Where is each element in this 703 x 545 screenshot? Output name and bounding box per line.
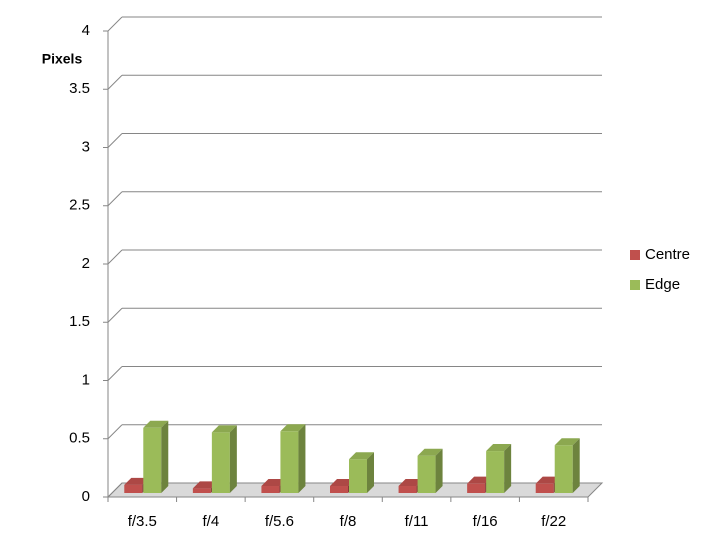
bar-front <box>280 431 299 493</box>
y-axis-label: Pixels <box>42 51 83 67</box>
bar-top <box>467 476 493 484</box>
bar-front <box>398 486 417 493</box>
legend-swatch <box>630 280 640 290</box>
bar-front <box>467 483 486 493</box>
bar-top <box>398 479 424 487</box>
bar-front <box>330 486 348 493</box>
bar-top <box>330 479 355 487</box>
y-tick-label: 4 <box>82 22 90 39</box>
y-tick-label: 1 <box>82 371 90 388</box>
bar-top <box>192 481 218 489</box>
bar-front <box>124 484 143 493</box>
y-tick-label: 2 <box>82 255 90 272</box>
bar-side <box>572 438 580 493</box>
grid-line-side <box>107 307 123 323</box>
x-tick-label: f/5.6 <box>265 513 294 530</box>
grid-line-side <box>107 249 123 265</box>
legend-label: Centre <box>645 246 690 263</box>
bar-top <box>280 424 306 432</box>
grid-line-side <box>107 482 123 498</box>
bar-side <box>435 448 443 493</box>
grid-line-side <box>107 16 123 32</box>
y-tick-label: 0 <box>82 488 90 505</box>
bar-top <box>417 448 443 456</box>
grid-line-side <box>107 74 123 90</box>
y-tick-label: 1.5 <box>69 313 90 330</box>
y-tick-label: 2.5 <box>69 197 90 214</box>
x-tick-label: f/11 <box>405 513 429 530</box>
bar <box>554 438 580 493</box>
x-tick-label: f/16 <box>473 513 498 530</box>
bar-side <box>504 444 512 493</box>
y-tick-label: 0.5 <box>69 430 90 447</box>
grid-line-side <box>107 191 123 207</box>
x-tick-label: f/22 <box>541 513 566 530</box>
legend-label: Edge <box>645 276 680 293</box>
grid-line-side <box>107 133 123 148</box>
bar-top <box>554 438 580 446</box>
bar-top <box>143 420 169 428</box>
bar-front <box>417 455 436 493</box>
bar-top <box>535 476 561 484</box>
bar-top <box>349 452 374 460</box>
bar-front <box>486 451 505 493</box>
bar-front <box>211 432 230 493</box>
bar-front <box>143 427 162 493</box>
x-tick-label: f/3.5 <box>128 513 157 530</box>
bar-front <box>554 445 573 493</box>
bar <box>349 452 374 493</box>
y-tick-label: 3.5 <box>69 80 90 97</box>
bar <box>417 448 443 493</box>
bar-side <box>229 425 237 493</box>
bar-front <box>535 483 554 493</box>
bar <box>211 425 237 493</box>
grid-line-side <box>107 366 123 381</box>
x-tick-label: f/4 <box>203 513 220 530</box>
bar-top <box>486 444 512 452</box>
bar-front <box>349 459 367 493</box>
legend-swatch <box>630 250 640 260</box>
bar-side <box>298 424 306 493</box>
x-tick-label: f/8 <box>340 513 357 530</box>
grid-line-side <box>107 424 123 440</box>
bar-side <box>161 420 169 493</box>
bar-front <box>261 486 280 493</box>
bar-side <box>367 452 374 493</box>
y-tick-label: 3 <box>82 138 90 155</box>
bar-front <box>192 488 211 493</box>
bar-top <box>124 477 150 485</box>
bar <box>143 420 169 493</box>
bar <box>486 444 512 493</box>
bar-top <box>261 479 287 487</box>
bar <box>280 424 306 493</box>
bar-top <box>211 425 237 433</box>
